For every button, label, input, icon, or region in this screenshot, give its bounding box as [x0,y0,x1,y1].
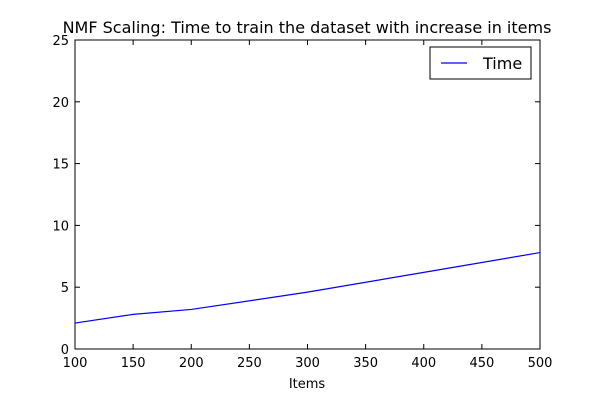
y-tick-label: 0 [61,343,69,358]
y-tick-label: 15 [52,158,69,173]
x-tick-label: 100 [63,356,88,371]
y-tick-label: 10 [52,219,69,234]
x-tick-label: 500 [528,356,553,371]
axis-ticks: 100 150 200 250 300 350 400 450 500 0 5 10 15 20 25 [52,34,552,371]
y-tick-label: 5 [61,281,69,296]
x-tick-label: 350 [353,356,378,371]
x-tick-label: 300 [295,356,320,371]
x-tick-label: 450 [469,356,494,371]
x-axis-label: Items [289,377,326,392]
x-tick-label: 200 [179,356,204,371]
x-tick-label: 250 [237,356,262,371]
x-tick-label: 150 [121,356,146,371]
y-tick-label: 20 [52,96,69,111]
series-line-time [74,251,541,324]
y-tick-label: 25 [52,34,69,49]
chart-title: NMF Scaling: Time to train the dataset w… [63,18,552,37]
legend-label: Time [482,54,522,73]
legend: Time [429,46,532,80]
plot-area-frame [74,39,541,350]
x-tick-label: 400 [411,356,436,371]
series-layer [74,251,541,324]
